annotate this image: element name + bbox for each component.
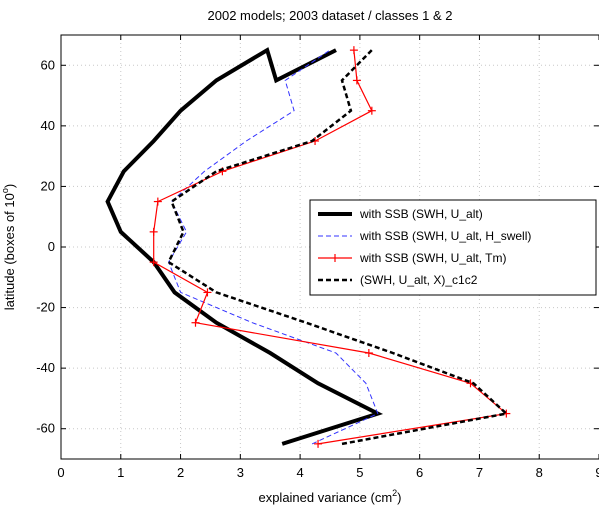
legend: with SSB (SWH, U_alt)with SSB (SWH, U_al… <box>309 199 597 296</box>
x-tick-label: 0 <box>57 465 64 480</box>
x-tick-label: 8 <box>536 465 543 480</box>
series-3-point <box>364 349 373 357</box>
y-axis-label-close: ) <box>2 184 17 188</box>
x-axis-label-superscript: 2 <box>392 488 397 498</box>
series-line-4 <box>166 49 509 446</box>
y-tick-label: -60 <box>36 421 55 436</box>
y-tick-label: -20 <box>36 300 55 315</box>
x-tick-label: 2 <box>177 465 184 480</box>
y-tick-label: 20 <box>41 178 55 193</box>
x-tick-label: 5 <box>356 465 363 480</box>
series-line-1 <box>105 47 384 446</box>
series-3-point <box>314 439 323 448</box>
series-line-2 <box>168 49 379 445</box>
legend-label-2: with SSB (SWH, U_alt, H_swell) <box>359 229 531 243</box>
legend-label-3: with SSB (SWH, U_alt, Tm) <box>359 251 506 265</box>
series-3-point <box>352 76 361 85</box>
x-tick-label: 1 <box>117 465 124 480</box>
series-3-point <box>203 288 212 297</box>
y-axis-label: latitude (boxes of 10o) <box>0 184 17 310</box>
series-3-point <box>191 318 200 327</box>
y-tick-label: 40 <box>41 118 55 133</box>
axis-ticks: 0 1 2 3 4 5 6 7 8 9 -60 -40 -20 0 20 40 60 <box>36 35 599 480</box>
series-3-point <box>149 258 158 267</box>
series-3-point <box>149 227 158 236</box>
x-axis-label-close: ) <box>397 490 401 505</box>
legend-label-1: with SSB (SWH, U_alt) <box>359 207 483 221</box>
series-line-3 <box>153 50 508 445</box>
y-axis-label-superscript: o <box>0 188 10 193</box>
y-tick-label: -40 <box>36 360 55 375</box>
x-axis-label: explained variance (cm2) <box>258 488 401 505</box>
legend-box <box>309 199 597 296</box>
series-3-point <box>367 106 376 115</box>
chart-title: 2002 models; 2003 dataset / classes 1 & … <box>208 8 453 23</box>
series-3-point <box>349 46 358 55</box>
y-tick-label: 60 <box>41 57 55 72</box>
series-layer <box>105 46 511 448</box>
legend-label-4: (SWH, U_alt, X)_c1c2 <box>360 273 478 287</box>
x-tick-label: 4 <box>296 465 303 480</box>
series-3-point <box>153 197 162 206</box>
y-axis-label-text: latitude (boxes of 10 <box>2 193 17 310</box>
x-tick-label: 3 <box>237 465 244 480</box>
y-tick-label: 0 <box>48 239 55 254</box>
x-axis-label-text: explained variance (cm <box>258 490 392 505</box>
x-tick-label: 9 <box>595 465 599 480</box>
x-tick-label: 7 <box>476 465 483 480</box>
x-tick-label: 6 <box>416 465 423 480</box>
